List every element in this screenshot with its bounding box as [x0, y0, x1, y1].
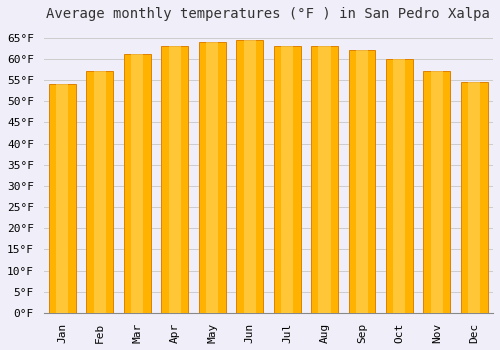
- Bar: [168, 46, 181, 313]
- Bar: [86, 71, 114, 313]
- Title: Average monthly temperatures (°F ) in San Pedro Xalpa: Average monthly temperatures (°F ) in Sa…: [46, 7, 490, 21]
- Bar: [468, 82, 480, 313]
- Bar: [348, 50, 376, 313]
- Bar: [386, 59, 413, 313]
- Bar: [461, 82, 488, 313]
- Bar: [431, 71, 443, 313]
- Bar: [198, 42, 226, 313]
- Bar: [162, 46, 188, 313]
- Bar: [94, 71, 106, 313]
- Bar: [318, 46, 330, 313]
- Bar: [206, 42, 218, 313]
- Bar: [274, 46, 300, 313]
- Bar: [244, 40, 256, 313]
- Bar: [281, 46, 293, 313]
- Bar: [124, 55, 151, 313]
- Bar: [394, 59, 406, 313]
- Bar: [424, 71, 450, 313]
- Bar: [49, 84, 76, 313]
- Bar: [236, 40, 263, 313]
- Bar: [311, 46, 338, 313]
- Bar: [356, 50, 368, 313]
- Bar: [56, 84, 68, 313]
- Bar: [131, 55, 143, 313]
